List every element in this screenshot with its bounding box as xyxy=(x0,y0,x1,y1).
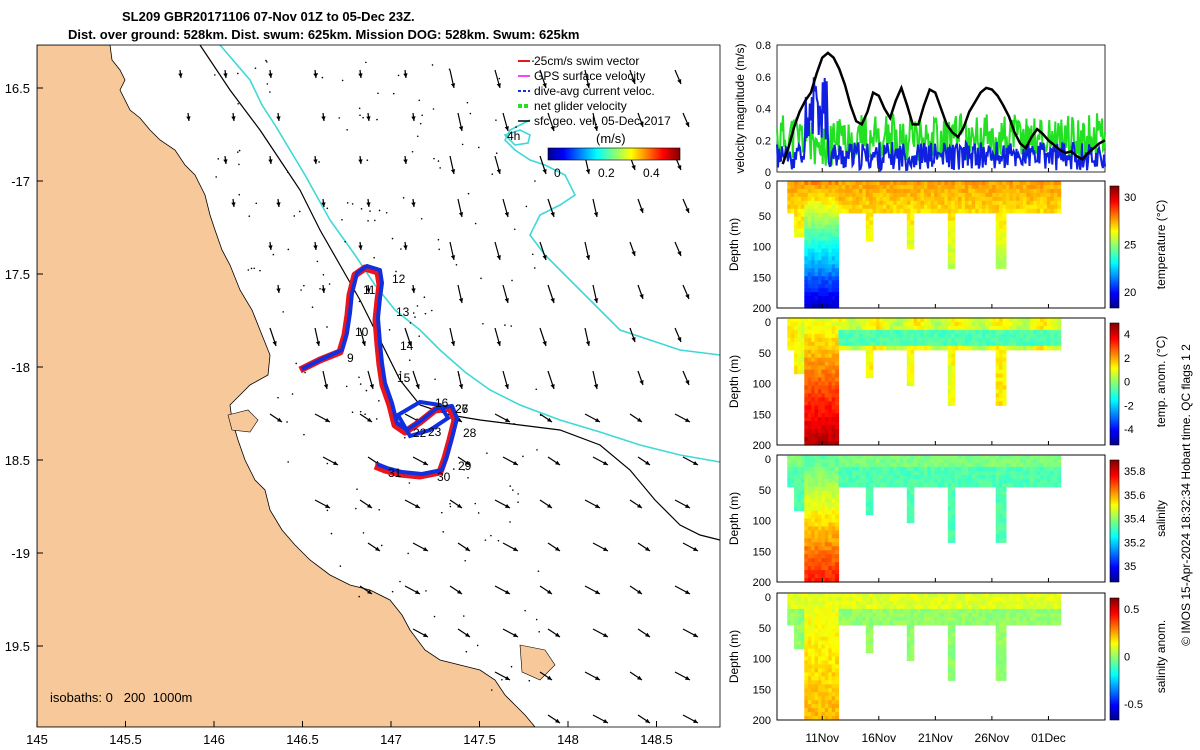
track-day-label: 15 xyxy=(397,371,411,385)
map-y-tick: 16.5 xyxy=(5,81,30,96)
map-y-tick: 18.5 xyxy=(5,453,30,468)
track-day-label: 23 xyxy=(428,425,442,439)
colorbar-label: (m/s) xyxy=(596,131,626,146)
track-day-label: 30 xyxy=(437,470,451,484)
track-day-label: 31 xyxy=(388,466,402,480)
colorbar-tick-0: 0 xyxy=(554,166,561,180)
track-day-label: 14 xyxy=(400,339,414,353)
map-x-tick: 147 xyxy=(380,732,402,747)
track-day-label: 22 xyxy=(413,426,427,440)
copyright-note: © IMOS 15-Apr-2024 18:32:34 Hobart time.… xyxy=(1178,344,1193,646)
track-day-label: 10 xyxy=(355,325,369,339)
map-x-tick: 146 xyxy=(203,732,225,747)
isobaths-label: isobaths: 0 200 1000m xyxy=(50,690,193,705)
map-y-tick: 17.5 xyxy=(5,267,30,282)
title-line-1: SL209 GBR20171106 07-Nov 01Z to 05-Dec 2… xyxy=(122,9,415,24)
map-y-tick: -18 xyxy=(11,360,30,375)
colorbar-tick-04: 0.4 xyxy=(643,166,660,180)
track-day-label: 27 xyxy=(455,402,469,416)
map-legend xyxy=(518,60,681,161)
track-day-label: 12 xyxy=(392,272,406,286)
land-area xyxy=(37,45,536,727)
map-y-tick: -19 xyxy=(11,546,30,561)
track-day-label: 9 xyxy=(347,351,354,365)
legend-net-glider: net glider velocity xyxy=(534,99,627,113)
legend-dive-avg: dive-avg current veloc. xyxy=(534,84,655,98)
legend-4h: 4h xyxy=(507,129,521,143)
track-day-label: 13 xyxy=(396,305,410,319)
isobath-200 xyxy=(219,45,720,463)
map-x-tick: 148.5 xyxy=(640,732,673,747)
colorbar-tick-02: 0.2 xyxy=(598,166,615,180)
legend-gps-velocity: GPS surface velocity xyxy=(534,69,646,83)
map-y-tick: -17 xyxy=(11,174,30,189)
glider-track-blue xyxy=(301,264,459,476)
legend-sfc-geo: sfc geo. vel. 05-Dec-2017 xyxy=(534,114,671,128)
map-y-tick: 19.5 xyxy=(5,639,30,654)
track-day-label: 26 xyxy=(455,402,469,416)
map-x-tick: 145.5 xyxy=(109,732,142,747)
track-day-label: 28 xyxy=(463,426,477,440)
legend-swim-vector: 25cm/s swim vector xyxy=(534,54,640,68)
map-x-tick: 145 xyxy=(26,732,48,747)
map-x-tick: 147.5 xyxy=(463,732,496,747)
title-line-2: Dist. over ground: 528km. Dist. swum: 62… xyxy=(68,27,580,42)
isobath-1000 xyxy=(199,45,720,541)
map-x-tick: 148 xyxy=(557,732,579,747)
map-x-tick: 146.5 xyxy=(286,732,319,747)
track-day-label: 16 xyxy=(435,396,449,410)
velocity-arrow-field xyxy=(178,69,699,724)
track-day-label: 11 xyxy=(363,283,376,297)
track-day-label: 29 xyxy=(458,459,472,473)
